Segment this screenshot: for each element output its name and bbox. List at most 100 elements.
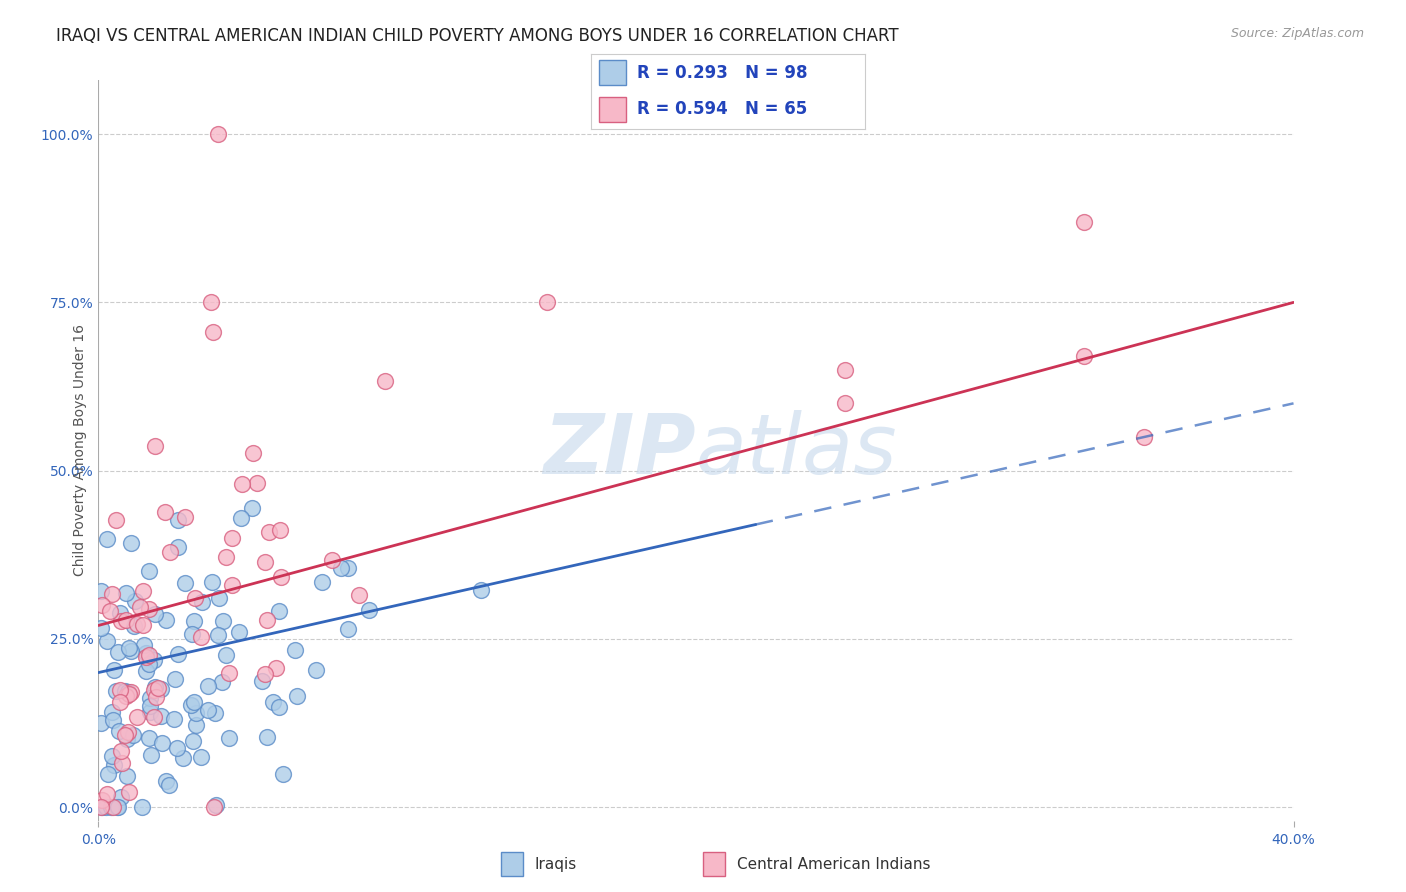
Point [330, 561, 353, 575]
Point [90, 621, 112, 635]
Point [221, 578, 243, 592]
Point [138, 648, 160, 662]
Text: Iraqis: Iraqis [534, 857, 576, 871]
Point [108, 723, 131, 738]
Text: IRAQI VS CENTRAL AMERICAN INDIAN CHILD POVERTY AMONG BOYS UNDER 16 CORRELATION C: IRAQI VS CENTRAL AMERICAN INDIAN CHILD P… [56, 27, 898, 45]
Point [1133, 430, 1156, 444]
Point [181, 627, 204, 641]
Point [262, 695, 284, 709]
Text: atlas: atlas [696, 410, 897, 491]
Point [104, 513, 127, 527]
Point [204, 706, 226, 720]
Point [215, 648, 238, 662]
Bar [599, 96, 626, 122]
Point [124, 594, 146, 608]
Point [114, 613, 136, 627]
Point [269, 523, 291, 537]
Point [139, 748, 162, 763]
Point [104, 684, 127, 698]
Bar [501, 853, 523, 876]
Point [211, 674, 233, 689]
Point [96, 787, 118, 801]
Point [321, 552, 343, 566]
Point [139, 698, 162, 713]
Point [103, 663, 125, 677]
Point [157, 778, 180, 792]
Y-axis label: Child Poverty Among Boys Under 16: Child Poverty Among Boys Under 16 [73, 325, 87, 576]
Point [207, 127, 229, 141]
Point [110, 744, 132, 758]
Point [132, 618, 155, 632]
Point [1073, 214, 1095, 228]
Point [183, 614, 205, 628]
Point [254, 666, 277, 681]
Text: ZIP: ZIP [543, 410, 696, 491]
Point [201, 574, 224, 589]
Point [337, 622, 360, 636]
Point [184, 706, 207, 720]
Point [139, 705, 162, 719]
Point [254, 554, 277, 568]
Point [180, 698, 202, 712]
Point [205, 797, 228, 812]
Point [155, 613, 177, 627]
Point [117, 685, 139, 699]
Point [98, 603, 121, 617]
Point [143, 607, 166, 622]
Point [101, 713, 124, 727]
Point [311, 575, 333, 590]
Point [122, 619, 145, 633]
Point [150, 736, 173, 750]
Point [120, 536, 142, 550]
Point [120, 643, 142, 657]
Text: Central American Indians: Central American Indians [737, 857, 931, 871]
Point [202, 800, 225, 814]
Point [242, 445, 264, 459]
Point [90, 583, 112, 598]
Point [150, 709, 173, 723]
Point [143, 653, 166, 667]
Point [184, 591, 207, 605]
Point [97, 767, 120, 781]
Point [172, 751, 194, 765]
Point [173, 510, 195, 524]
Point [107, 800, 129, 814]
Point [132, 584, 155, 599]
Point [150, 682, 173, 697]
Point [101, 587, 124, 601]
Point [270, 570, 292, 584]
Point [101, 749, 124, 764]
Point [284, 643, 307, 657]
Point [114, 689, 136, 703]
Point [105, 800, 128, 814]
Point [162, 712, 184, 726]
Point [174, 576, 197, 591]
Point [166, 540, 188, 554]
Point [101, 705, 124, 719]
Point [100, 800, 122, 814]
Point [138, 602, 160, 616]
Point [256, 614, 278, 628]
Point [246, 475, 269, 490]
Point [118, 785, 141, 799]
Point [118, 687, 141, 701]
Point [208, 591, 231, 606]
Point [125, 710, 148, 724]
Point [252, 673, 274, 688]
Point [218, 731, 240, 745]
Point [96, 533, 118, 547]
Point [167, 513, 190, 527]
Point [183, 694, 205, 708]
Point [134, 638, 156, 652]
Point [271, 766, 294, 780]
Point [166, 740, 188, 755]
Point [357, 603, 380, 617]
Point [190, 750, 212, 764]
Point [197, 703, 219, 717]
Point [197, 679, 219, 693]
Point [115, 731, 138, 746]
Point [138, 691, 160, 706]
Point [221, 531, 243, 545]
Point [114, 728, 136, 742]
Point [91, 800, 114, 814]
